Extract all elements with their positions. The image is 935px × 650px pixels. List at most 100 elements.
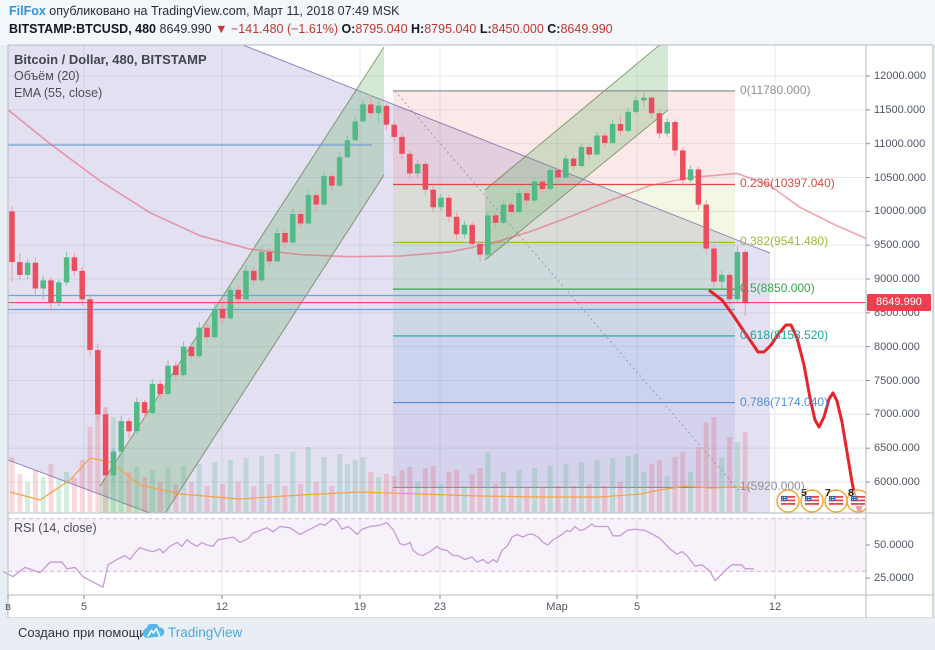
ascending-channel-2-upper-line[interactable]: [484, 38, 668, 191]
usa-flag-marker-icon[interactable]: [846, 489, 869, 513]
fib-trend-line[interactable]: [394, 90, 742, 494]
candle-body: [648, 97, 655, 114]
rsi-axis-label[interactable]: 50.0000: [874, 539, 914, 551]
time-axis-label[interactable]: 12: [215, 601, 229, 613]
projection-line[interactable]: [708, 289, 861, 513]
candle-body: [141, 402, 148, 413]
candle-body: [477, 243, 483, 255]
price-axis-label[interactable]: 10500.000: [874, 172, 926, 184]
time-axis-label[interactable]: Мар: [546, 601, 568, 613]
price-axis-label[interactable]: 12000.000: [874, 70, 926, 82]
volume-bar: [594, 460, 600, 512]
candle-body: [274, 232, 280, 262]
volume-bar: [360, 457, 366, 512]
candle-body: [695, 169, 702, 205]
volume-ma-line[interactable]: [9, 457, 753, 501]
time-axis-label[interactable]: 12: [768, 601, 782, 613]
price-axis-label[interactable]: 7000.000: [874, 408, 920, 420]
candle-body: [570, 158, 577, 166]
symbol-label[interactable]: BITSTAMP:BTCUSD, 480: [9, 22, 157, 36]
candle-body: [453, 216, 460, 235]
time-axis-label[interactable]: 19: [353, 601, 367, 613]
time-axis-label[interactable]: в: [5, 601, 11, 613]
candle-body: [149, 383, 156, 413]
candle-body: [313, 195, 319, 205]
volume-bar: [337, 454, 343, 512]
legend-title[interactable]: Bitcoin / Dollar, 480, BITSTAMP: [14, 52, 207, 67]
ascending-channel-2-fill[interactable]: [485, 38, 668, 260]
volume-bar: [539, 488, 545, 512]
price-axis-label[interactable]: 7500.000: [874, 375, 920, 387]
candle-body: [399, 136, 405, 154]
tradingview-logo-icon[interactable]: [143, 624, 167, 642]
price-axis-label[interactable]: 10000.000: [874, 205, 926, 217]
volume-bar: [118, 452, 124, 512]
candle-body: [251, 270, 257, 281]
volume-bar: [508, 488, 514, 512]
candle-body: [360, 104, 366, 122]
candle-body: [344, 140, 351, 158]
price-axis-label[interactable]: 11000.000: [874, 138, 926, 150]
volume-bar: [196, 464, 202, 512]
volume-bar: [227, 460, 233, 512]
candle-body: [258, 251, 265, 281]
candle-body: [391, 124, 397, 137]
volume-bar: [165, 468, 171, 512]
rsi-line[interactable]: [2, 517, 754, 588]
candle-body: [414, 163, 421, 174]
candle-body: [664, 122, 670, 134]
candle-body: [633, 100, 639, 112]
close-value: 8649.990: [560, 22, 613, 36]
usa-flag-marker-icon[interactable]: [800, 489, 824, 513]
price-axis-label[interactable]: 9000.000: [874, 273, 920, 285]
volume-bar: [415, 482, 421, 512]
usa-flag-marker-icon[interactable]: [776, 489, 800, 513]
candle-body: [555, 170, 561, 178]
legend-ema[interactable]: EMA (55, close): [14, 86, 103, 100]
candle-body: [24, 262, 31, 275]
price-axis-label[interactable]: 8000.000: [874, 341, 920, 353]
candle-body: [375, 105, 382, 114]
volume-bar: [87, 427, 93, 512]
rsi-axis-label[interactable]: 25.0000: [874, 572, 914, 584]
author-link[interactable]: FilFox: [9, 4, 46, 18]
candle-body: [563, 158, 569, 178]
legend-volume[interactable]: Объём (20): [14, 69, 80, 83]
volume-bar: [274, 454, 280, 512]
volume-bar: [469, 474, 475, 512]
price-axis-label[interactable]: 6500.000: [874, 442, 920, 454]
descending-channel-fill[interactable]: [0, 45, 770, 513]
descending-channel-upper-line[interactable]: [242, 45, 771, 254]
volume-bar: [399, 470, 405, 512]
candle-body: [625, 111, 631, 131]
ascending-channel-1-fill[interactable]: [100, 47, 384, 614]
tradingview-brand-link[interactable]: TradingView: [168, 625, 243, 640]
volume-bar: [71, 478, 77, 512]
candle-body: [672, 122, 678, 151]
time-axis-label[interactable]: 5: [80, 601, 88, 613]
time-axis-label[interactable]: 23: [433, 601, 447, 613]
volume-bar: [422, 468, 428, 512]
close-label: C:: [547, 22, 561, 36]
main-pane[interactable]: 5 7 8: [0, 38, 869, 614]
volume-bar: [625, 456, 631, 512]
ascending-channel-1-lower-line[interactable]: [100, 174, 385, 614]
fib-label-0: 0(11780.000): [740, 83, 811, 97]
volume-bar: [438, 484, 444, 512]
volume-bar: [212, 462, 218, 512]
volume-bar: [578, 462, 584, 512]
volume-bar: [391, 476, 397, 512]
candle-body: [180, 346, 187, 376]
usa-flag-marker-icon[interactable]: [824, 489, 848, 513]
volume-bar: [56, 479, 62, 512]
volume-bar: [95, 397, 101, 512]
volume-bar: [235, 482, 241, 512]
price-axis-label[interactable]: 6000.000: [874, 476, 920, 488]
time-axis-label[interactable]: 5: [633, 601, 641, 613]
price-axis-label[interactable]: 9500.000: [874, 239, 920, 251]
price-axis-label[interactable]: 11500.000: [874, 104, 926, 116]
descending-channel-lower-line[interactable]: [0, 457, 151, 513]
volume-bar: [664, 476, 670, 512]
rsi-indicator-label[interactable]: RSI (14, close): [14, 521, 97, 535]
